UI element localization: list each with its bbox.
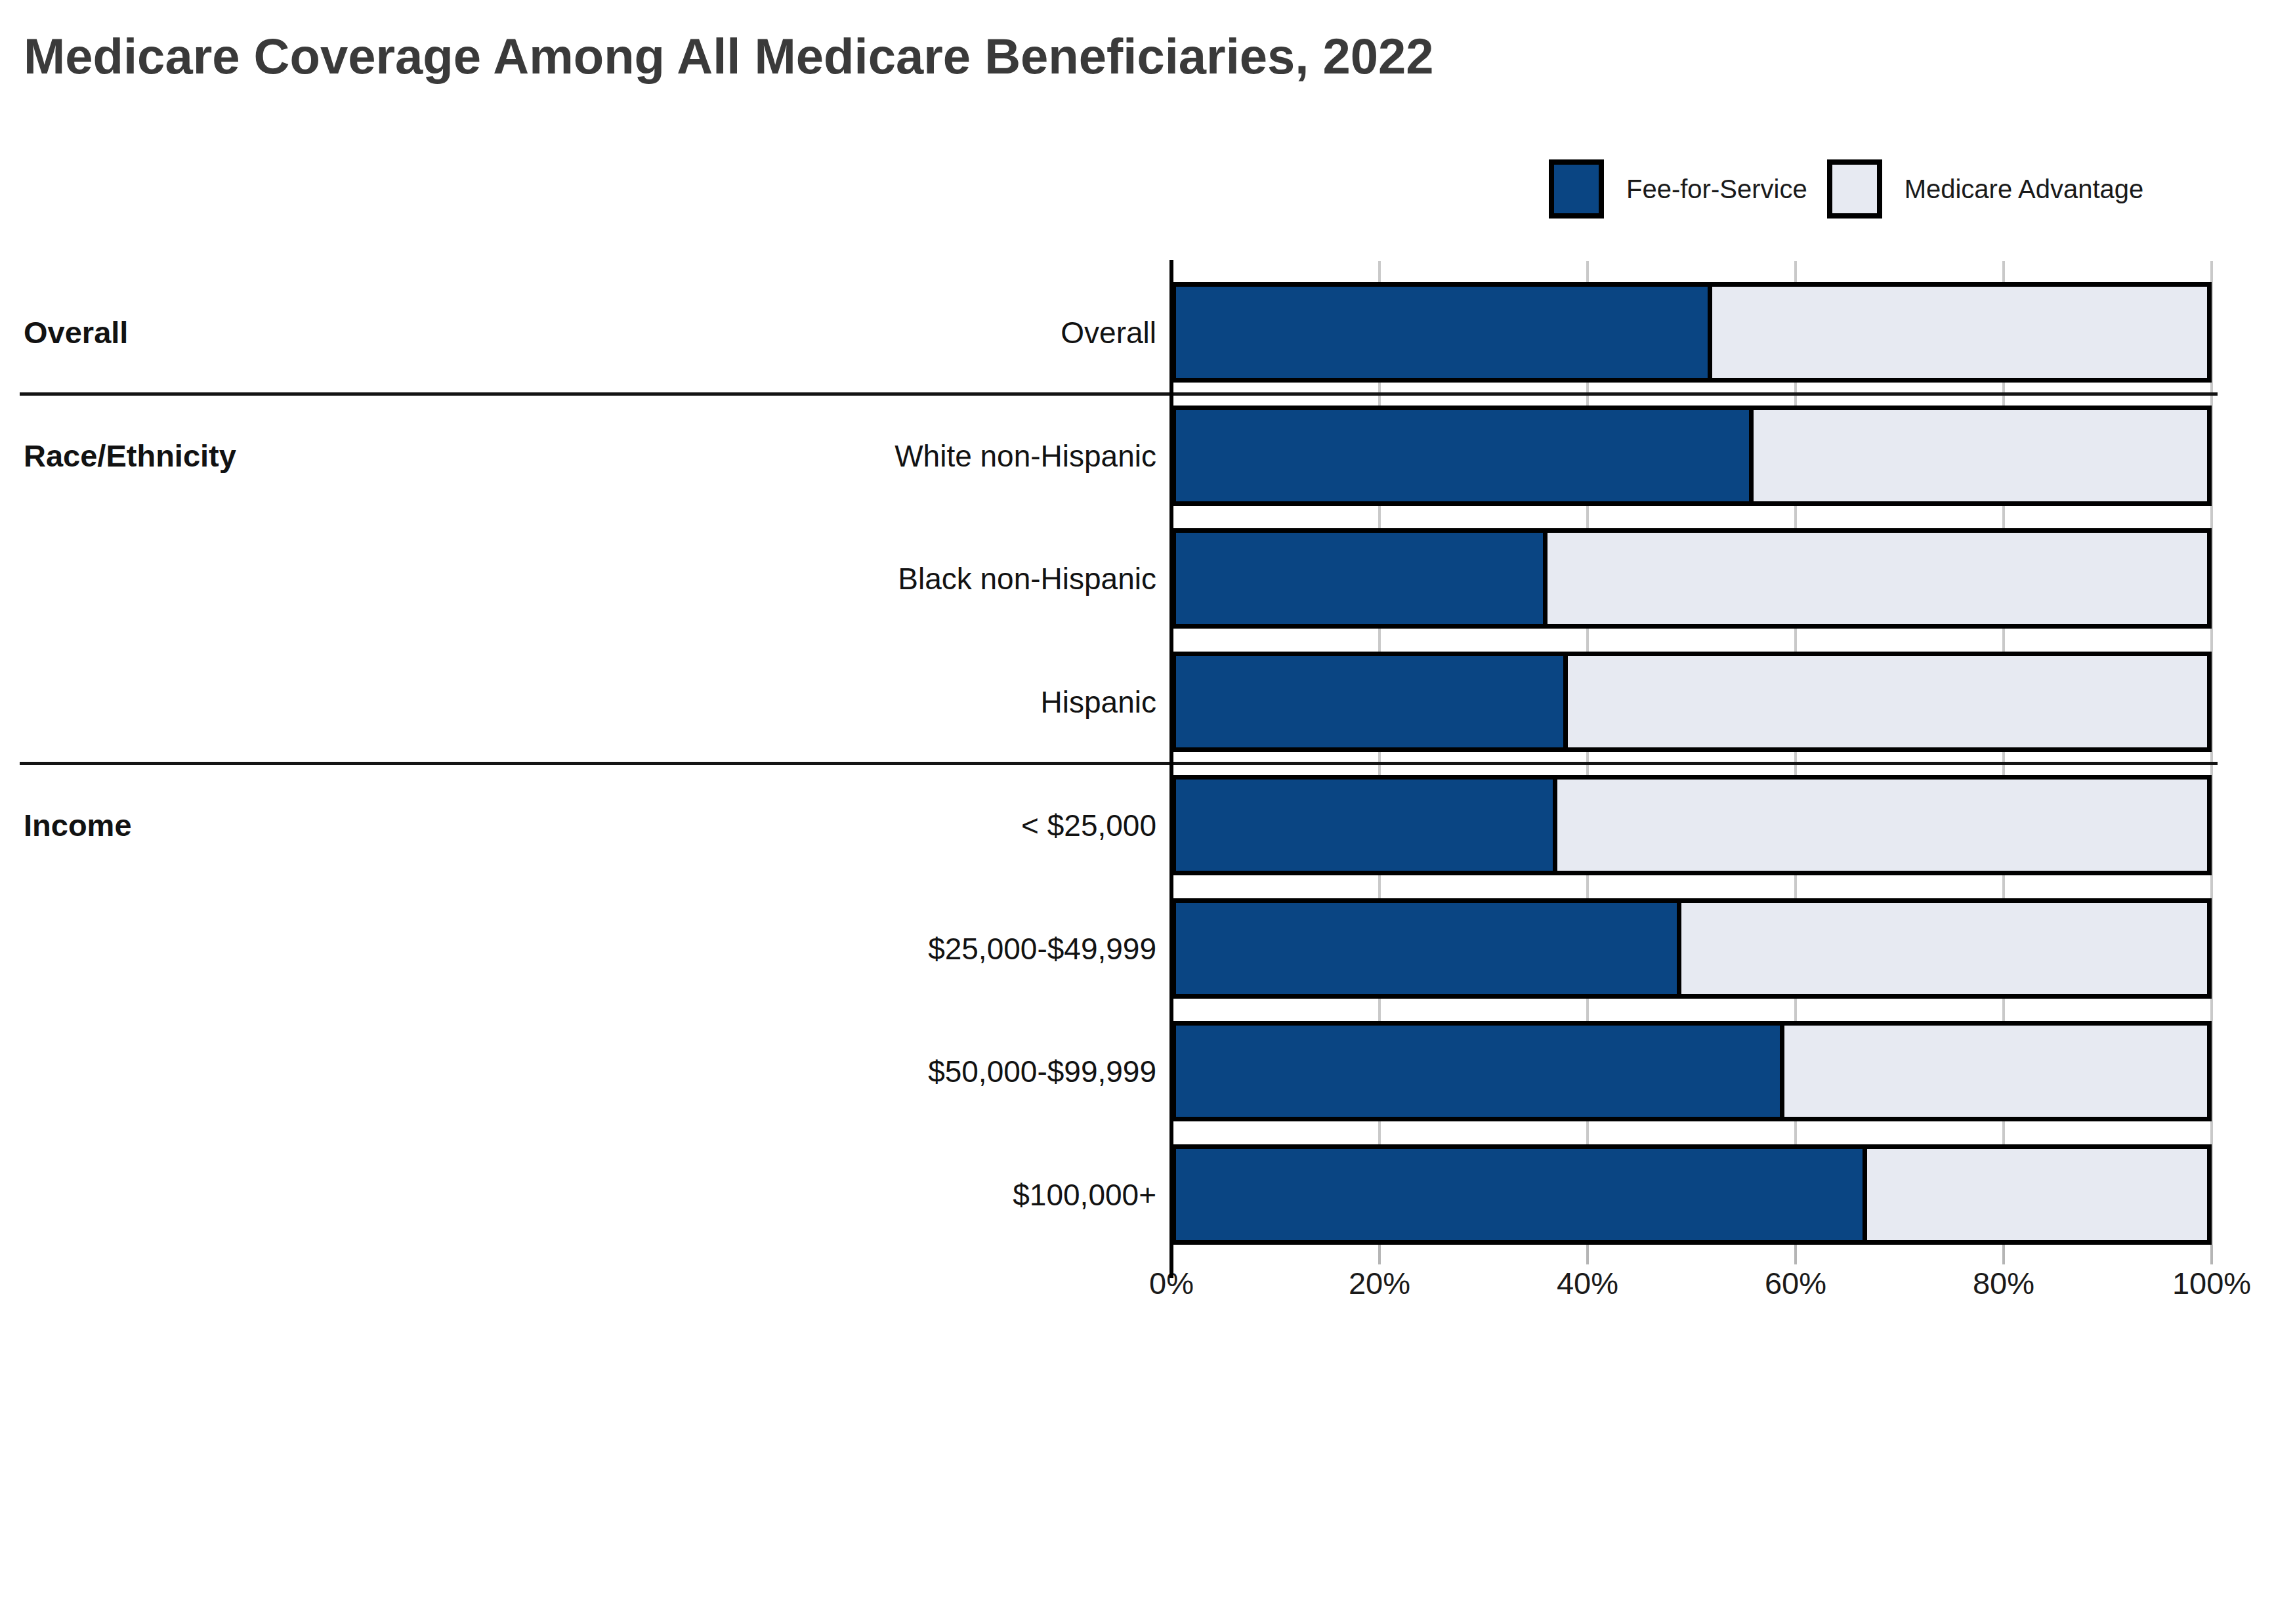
axis-tick-label: 20% [1301, 1265, 1458, 1301]
group-separator [20, 392, 2218, 396]
axis-tick [1378, 1245, 1381, 1264]
chart-row: Hispanic [0, 652, 2274, 752]
stacked-bar [1171, 652, 2212, 752]
fee-for-service-segment [1176, 1026, 1784, 1117]
fee-for-service-segment [1176, 410, 1754, 501]
legend-item-fee-for-service: Fee-for-Service [1549, 159, 1807, 219]
fee-for-service-segment [1176, 656, 1568, 747]
fee-for-service-swatch [1549, 159, 1604, 219]
axis-tick-label: 60% [1717, 1265, 1874, 1301]
group-label: Overall [24, 282, 680, 383]
fee-for-service-segment [1176, 780, 1557, 871]
axis-tick [2210, 1245, 2213, 1264]
legend-label: Fee-for-Service [1626, 175, 1807, 204]
fee-for-service-segment [1176, 903, 1681, 994]
stacked-bar [1171, 1144, 2212, 1245]
row-label: Hispanic [0, 652, 1156, 752]
row-label: $25,000-$49,999 [0, 898, 1156, 999]
row-label: $50,000-$99,999 [0, 1021, 1156, 1121]
axis-tick-label: 80% [1925, 1265, 2082, 1301]
row-label: Black non-Hispanic [0, 528, 1156, 629]
y-axis-line [1169, 260, 1173, 1278]
row-label: $100,000+ [0, 1144, 1156, 1245]
chart-row: $50,000-$99,999 [0, 1021, 2274, 1121]
chart-row: $25,000-$49,999 [0, 898, 2274, 999]
stacked-bar [1171, 528, 2212, 629]
medicare-advantage-swatch [1827, 159, 1882, 219]
group-label: Income [24, 775, 680, 875]
axis-tick [1794, 1245, 1797, 1264]
chart-canvas: Medicare Coverage Among All Medicare Ben… [0, 0, 2274, 1624]
group-label: Race/Ethnicity [24, 406, 680, 506]
axis-tick-label: 100% [2133, 1265, 2274, 1301]
chart-title: Medicare Coverage Among All Medicare Ben… [24, 28, 1434, 85]
stacked-bar [1171, 898, 2212, 999]
chart-row: $100,000+ [0, 1144, 2274, 1245]
stacked-bar [1171, 775, 2212, 875]
fee-for-service-segment [1176, 287, 1712, 378]
stacked-bar [1171, 406, 2212, 506]
fee-for-service-segment [1176, 533, 1548, 624]
legend-item-medicare-advantage: Medicare Advantage [1827, 159, 2144, 219]
stacked-bar [1171, 282, 2212, 383]
stacked-bar [1171, 1021, 2212, 1121]
fee-for-service-segment [1176, 1149, 1867, 1240]
group-separator [20, 762, 2218, 765]
axis-tick [2002, 1245, 2005, 1264]
axis-tick-label: 40% [1509, 1265, 1666, 1301]
legend-label: Medicare Advantage [1905, 175, 2144, 204]
chart-row: Black non-Hispanic [0, 528, 2274, 629]
axis-tick [1586, 1245, 1589, 1264]
legend: Fee-for-Service Medicare Advantage [1549, 159, 2143, 219]
